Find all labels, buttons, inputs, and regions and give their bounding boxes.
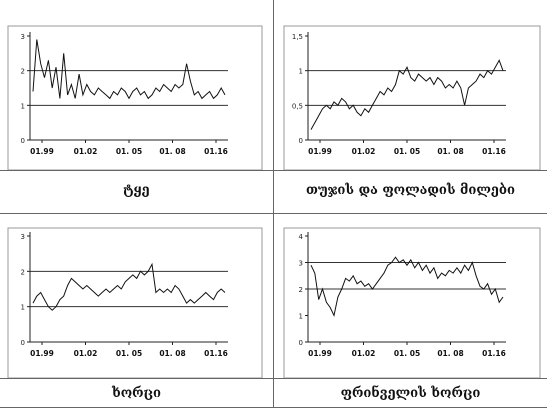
series-line-0 — [310, 59, 504, 130]
y-tick-label-0: 0 — [21, 137, 25, 145]
y-tick-label-4: 4 — [299, 233, 304, 241]
caption-pipes: თუჯის და ფოლადის მილები — [305, 182, 515, 198]
y-tick-label-0: 0 — [21, 339, 25, 347]
y-tick-label-0: 0 — [299, 137, 303, 145]
chart-panel-poultry: 0 1 2 3 4 01.99 01.02 01. 05 01. 08 01.16 ფრინველ… — [274, 214, 547, 408]
y-tick-label-3: 1,5 — [292, 33, 303, 41]
series-line-0 — [32, 39, 226, 100]
y-tick-label-0: 0 — [299, 339, 303, 347]
y-tick-label-2: 2 — [299, 286, 303, 294]
y-tick-label-1: 1 — [21, 304, 25, 312]
x-tick-label-4: 01.16 — [482, 147, 506, 156]
caption-poultry: ფრინველის ხორცი — [340, 386, 481, 401]
plot-frame — [283, 25, 541, 170]
chart-meat: 0 1 2 3 01.99 01.02 01. 05 01. 08 01.16 — [7, 227, 263, 379]
y-tick-label-3: 3 — [299, 260, 303, 268]
series-line-0 — [310, 256, 504, 318]
chart-panel-forest: 0 1 2 3 01.99 01.02 01. 05 01. 08 01.16 ტყე — [0, 0, 273, 213]
y-tick-label-2: 2 — [21, 68, 25, 76]
x-tick-label-1: 01.02 — [74, 349, 98, 358]
x-tick-label-3: 01. 08 — [159, 147, 185, 156]
frame-row-divider — [0, 213, 547, 214]
y-tick-label-3: 3 — [21, 33, 25, 41]
y-tick-label-3: 3 — [21, 233, 25, 241]
y-tick-label-2: 2 — [21, 268, 25, 276]
plot-frame — [7, 227, 263, 379]
chart-panel-meat: 0 1 2 3 01.99 01.02 01. 05 01. 08 01.16 ხორცი — [0, 214, 273, 408]
frame-caption-top-upper — [0, 170, 547, 171]
y-tick-label-1: 1 — [299, 313, 303, 321]
x-tick-label-2: 01. 05 — [394, 147, 420, 156]
x-tick-label-2: 01. 05 — [116, 349, 142, 358]
series-line-0 — [32, 262, 226, 311]
x-tick-label-1: 01.02 — [352, 349, 376, 358]
x-tick-label-0: 01.99 — [308, 349, 332, 358]
x-tick-label-1: 01.02 — [74, 147, 98, 156]
plot-frame — [7, 25, 263, 170]
x-tick-label-4: 01.16 — [204, 349, 228, 358]
x-tick-label-2: 01. 05 — [394, 349, 420, 358]
x-tick-label-0: 01.99 — [30, 147, 54, 156]
frame-caption-top-lower — [0, 378, 547, 379]
x-tick-label-4: 01.16 — [482, 349, 506, 358]
x-tick-label-3: 01. 08 — [437, 147, 463, 156]
y-tick-label-2: 1 — [299, 68, 303, 76]
x-tick-label-3: 01. 08 — [159, 349, 185, 358]
y-tick-label-1: 0,5 — [292, 102, 303, 110]
x-tick-label-0: 01.99 — [30, 349, 54, 358]
caption-meat: ხორცი — [112, 386, 161, 401]
y-tick-label-1: 1 — [21, 102, 25, 110]
caption-forest: ტყე — [123, 182, 150, 198]
frame-vertical-divider — [273, 0, 274, 408]
x-tick-label-4: 01.16 — [204, 147, 228, 156]
chart-poultry: 0 1 2 3 4 01.99 01.02 01. 05 01. 08 01.16 — [283, 227, 541, 379]
chart-pipes: 0 0,5 1 1,5 01.99 01.02 01. 05 01. 08 01.16 — [283, 25, 541, 170]
x-tick-label-0: 01.99 — [308, 147, 332, 156]
chart-forest: 0 1 2 3 01.99 01.02 01. 05 01. 08 01.16 — [7, 25, 263, 170]
chart-panel-pipes: 0 0,5 1 1,5 01.99 01.02 01. 05 01. 08 01.16 თუჯი… — [274, 0, 547, 213]
x-tick-label-3: 01. 08 — [437, 349, 463, 358]
x-tick-label-2: 01. 05 — [116, 147, 142, 156]
x-tick-label-1: 01.02 — [352, 147, 376, 156]
